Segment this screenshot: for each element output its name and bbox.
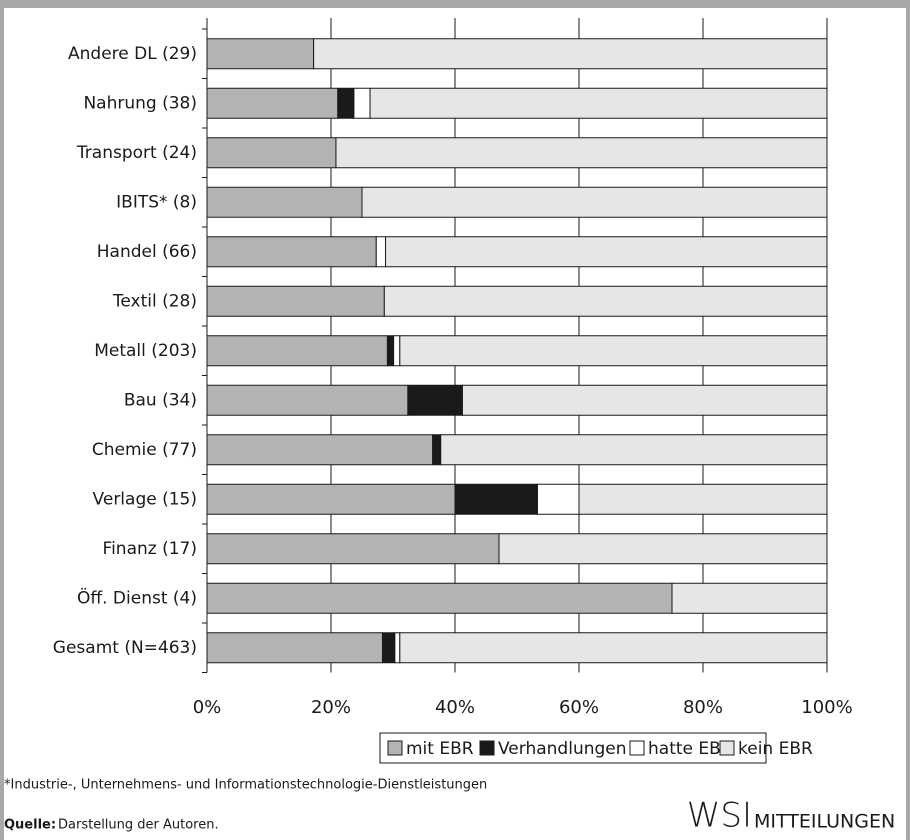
y-tick-label: Bau (34) (124, 390, 197, 410)
bar-segment (361, 186, 828, 218)
y-tick-label: Transport (24) (76, 143, 197, 163)
y-tick-label: Handel (66) (97, 242, 197, 262)
bar-segment (206, 137, 337, 169)
y-tick-label: Verlage (15) (93, 489, 197, 509)
x-tick-label: 0% (193, 697, 222, 718)
bar-segment (375, 236, 387, 268)
y-tick-label: Textil (28) (112, 291, 197, 311)
y-tick-label: Metall (203) (94, 341, 197, 361)
bar-segment (393, 335, 401, 367)
bar-segment (206, 434, 434, 466)
bar-segment (454, 483, 538, 515)
legend-swatch (479, 740, 495, 756)
x-tick-label: 60% (559, 697, 599, 718)
y-tick-label: Chemie (77) (92, 440, 197, 460)
y-tick-label: Andere DL (29) (68, 44, 197, 64)
bar-segment (432, 434, 442, 466)
legend-swatch (719, 740, 735, 756)
bar-segment (206, 87, 339, 119)
y-tick-label: Öff. Dienst (4) (77, 586, 197, 608)
footnote: *Industrie-, Unternehmens- und Informati… (4, 778, 487, 793)
bar-segment (206, 384, 409, 416)
legend-box (379, 732, 767, 764)
x-tick-label: 40% (435, 697, 475, 718)
bar-segment (407, 384, 463, 416)
bar-segment (335, 137, 828, 169)
y-tick-label: Nahrung (38) (83, 93, 197, 113)
bar-segment (381, 632, 396, 664)
bar-segment (206, 335, 388, 367)
bar-segment (399, 335, 828, 367)
legend-label: Verhandlungen (498, 739, 627, 759)
x-tick-label: 20% (311, 697, 351, 718)
source-label: Quelle: (4, 818, 56, 833)
bar-segment (206, 186, 363, 218)
bar-segment (578, 483, 828, 515)
bar-segment (206, 236, 377, 268)
bar-segment (206, 38, 315, 70)
logo-main: WSI (687, 796, 752, 836)
bar-segment (386, 335, 395, 367)
bar-segment (440, 434, 828, 466)
y-tick-label: Gesamt (N=463) (53, 638, 197, 658)
bar-segment (337, 87, 355, 119)
bar-segment (383, 285, 828, 317)
legend-label: hatte EBR (648, 739, 733, 759)
x-tick-label: 80% (683, 697, 723, 718)
logo-sub: MITTEILUNGEN (754, 811, 895, 833)
chart: *Industrie-, Unternehmens- und Informati… (4, 18, 895, 836)
bar-segment (536, 483, 580, 515)
bar-segment (206, 285, 385, 317)
bar-segment (498, 533, 828, 565)
bar-segment (353, 87, 371, 119)
y-tick-label: Finanz (17) (103, 539, 197, 559)
bar-segment (461, 384, 828, 416)
legend-label: kein EBR (738, 739, 813, 759)
bar-segment (206, 483, 456, 515)
bar-segment (394, 632, 401, 664)
bar-segment (206, 632, 383, 664)
bar-segment (206, 582, 673, 614)
bar-segment (313, 38, 828, 70)
bar-segment (369, 87, 828, 119)
bar-segment (671, 582, 828, 614)
source-text: Darstellung der Autoren. (58, 818, 219, 833)
bar-segment (399, 632, 828, 664)
legend-label: mit EBR (406, 739, 474, 759)
bar-segment (385, 236, 828, 268)
legend-swatch (387, 740, 403, 756)
y-tick-label: IBITS* (8) (116, 192, 197, 212)
legend-swatch (629, 740, 645, 756)
bar-segment (206, 533, 500, 565)
x-tick-label: 100% (801, 697, 852, 718)
